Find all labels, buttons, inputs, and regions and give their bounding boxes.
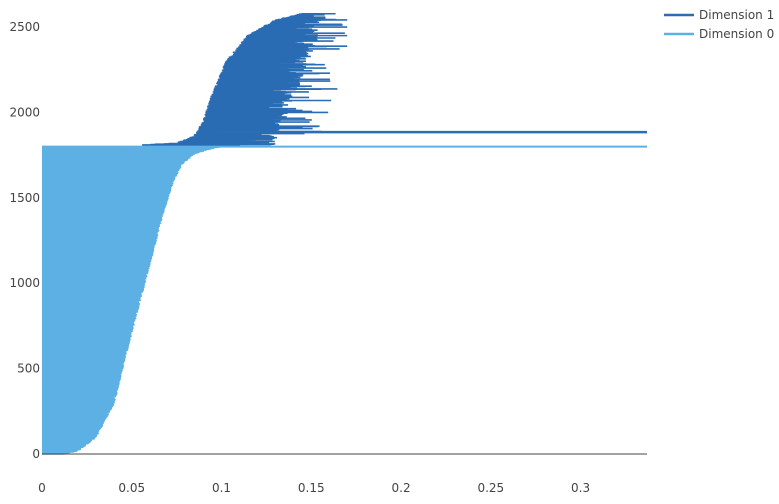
y-tick-label: 2000 [9,105,40,119]
y-tick-label: 1500 [9,191,40,205]
x-tick-label: 0.15 [298,481,325,495]
x-tick-label: 0.05 [118,481,145,495]
x-tick-label: 0.3 [571,481,590,495]
y-tick-label: 2500 [9,20,40,34]
legend-item[interactable]: Dimension 0 [664,27,774,41]
x-tick-label: 0 [38,481,46,495]
x-axis: 0 0.05 0.1 0.15 0.2 0.25 0.3 [38,453,647,495]
y-tick-label: 0 [32,447,40,461]
y-tick-label: 1000 [9,276,40,290]
x-tick-label: 0.2 [392,481,411,495]
legend[interactable]: Dimension 1 Dimension 0 [664,8,774,41]
x-tick-label: 0.1 [212,481,231,495]
legend-label: Dimension 1 [699,8,774,22]
legend-item[interactable]: Dimension 1 [664,8,774,22]
y-tick-label: 500 [17,362,40,376]
x-tick-label: 0.25 [477,481,504,495]
legend-label: Dimension 0 [699,27,774,41]
y-axis: 0 500 1000 1500 2000 2500 [9,20,40,461]
plot-area [42,12,647,455]
